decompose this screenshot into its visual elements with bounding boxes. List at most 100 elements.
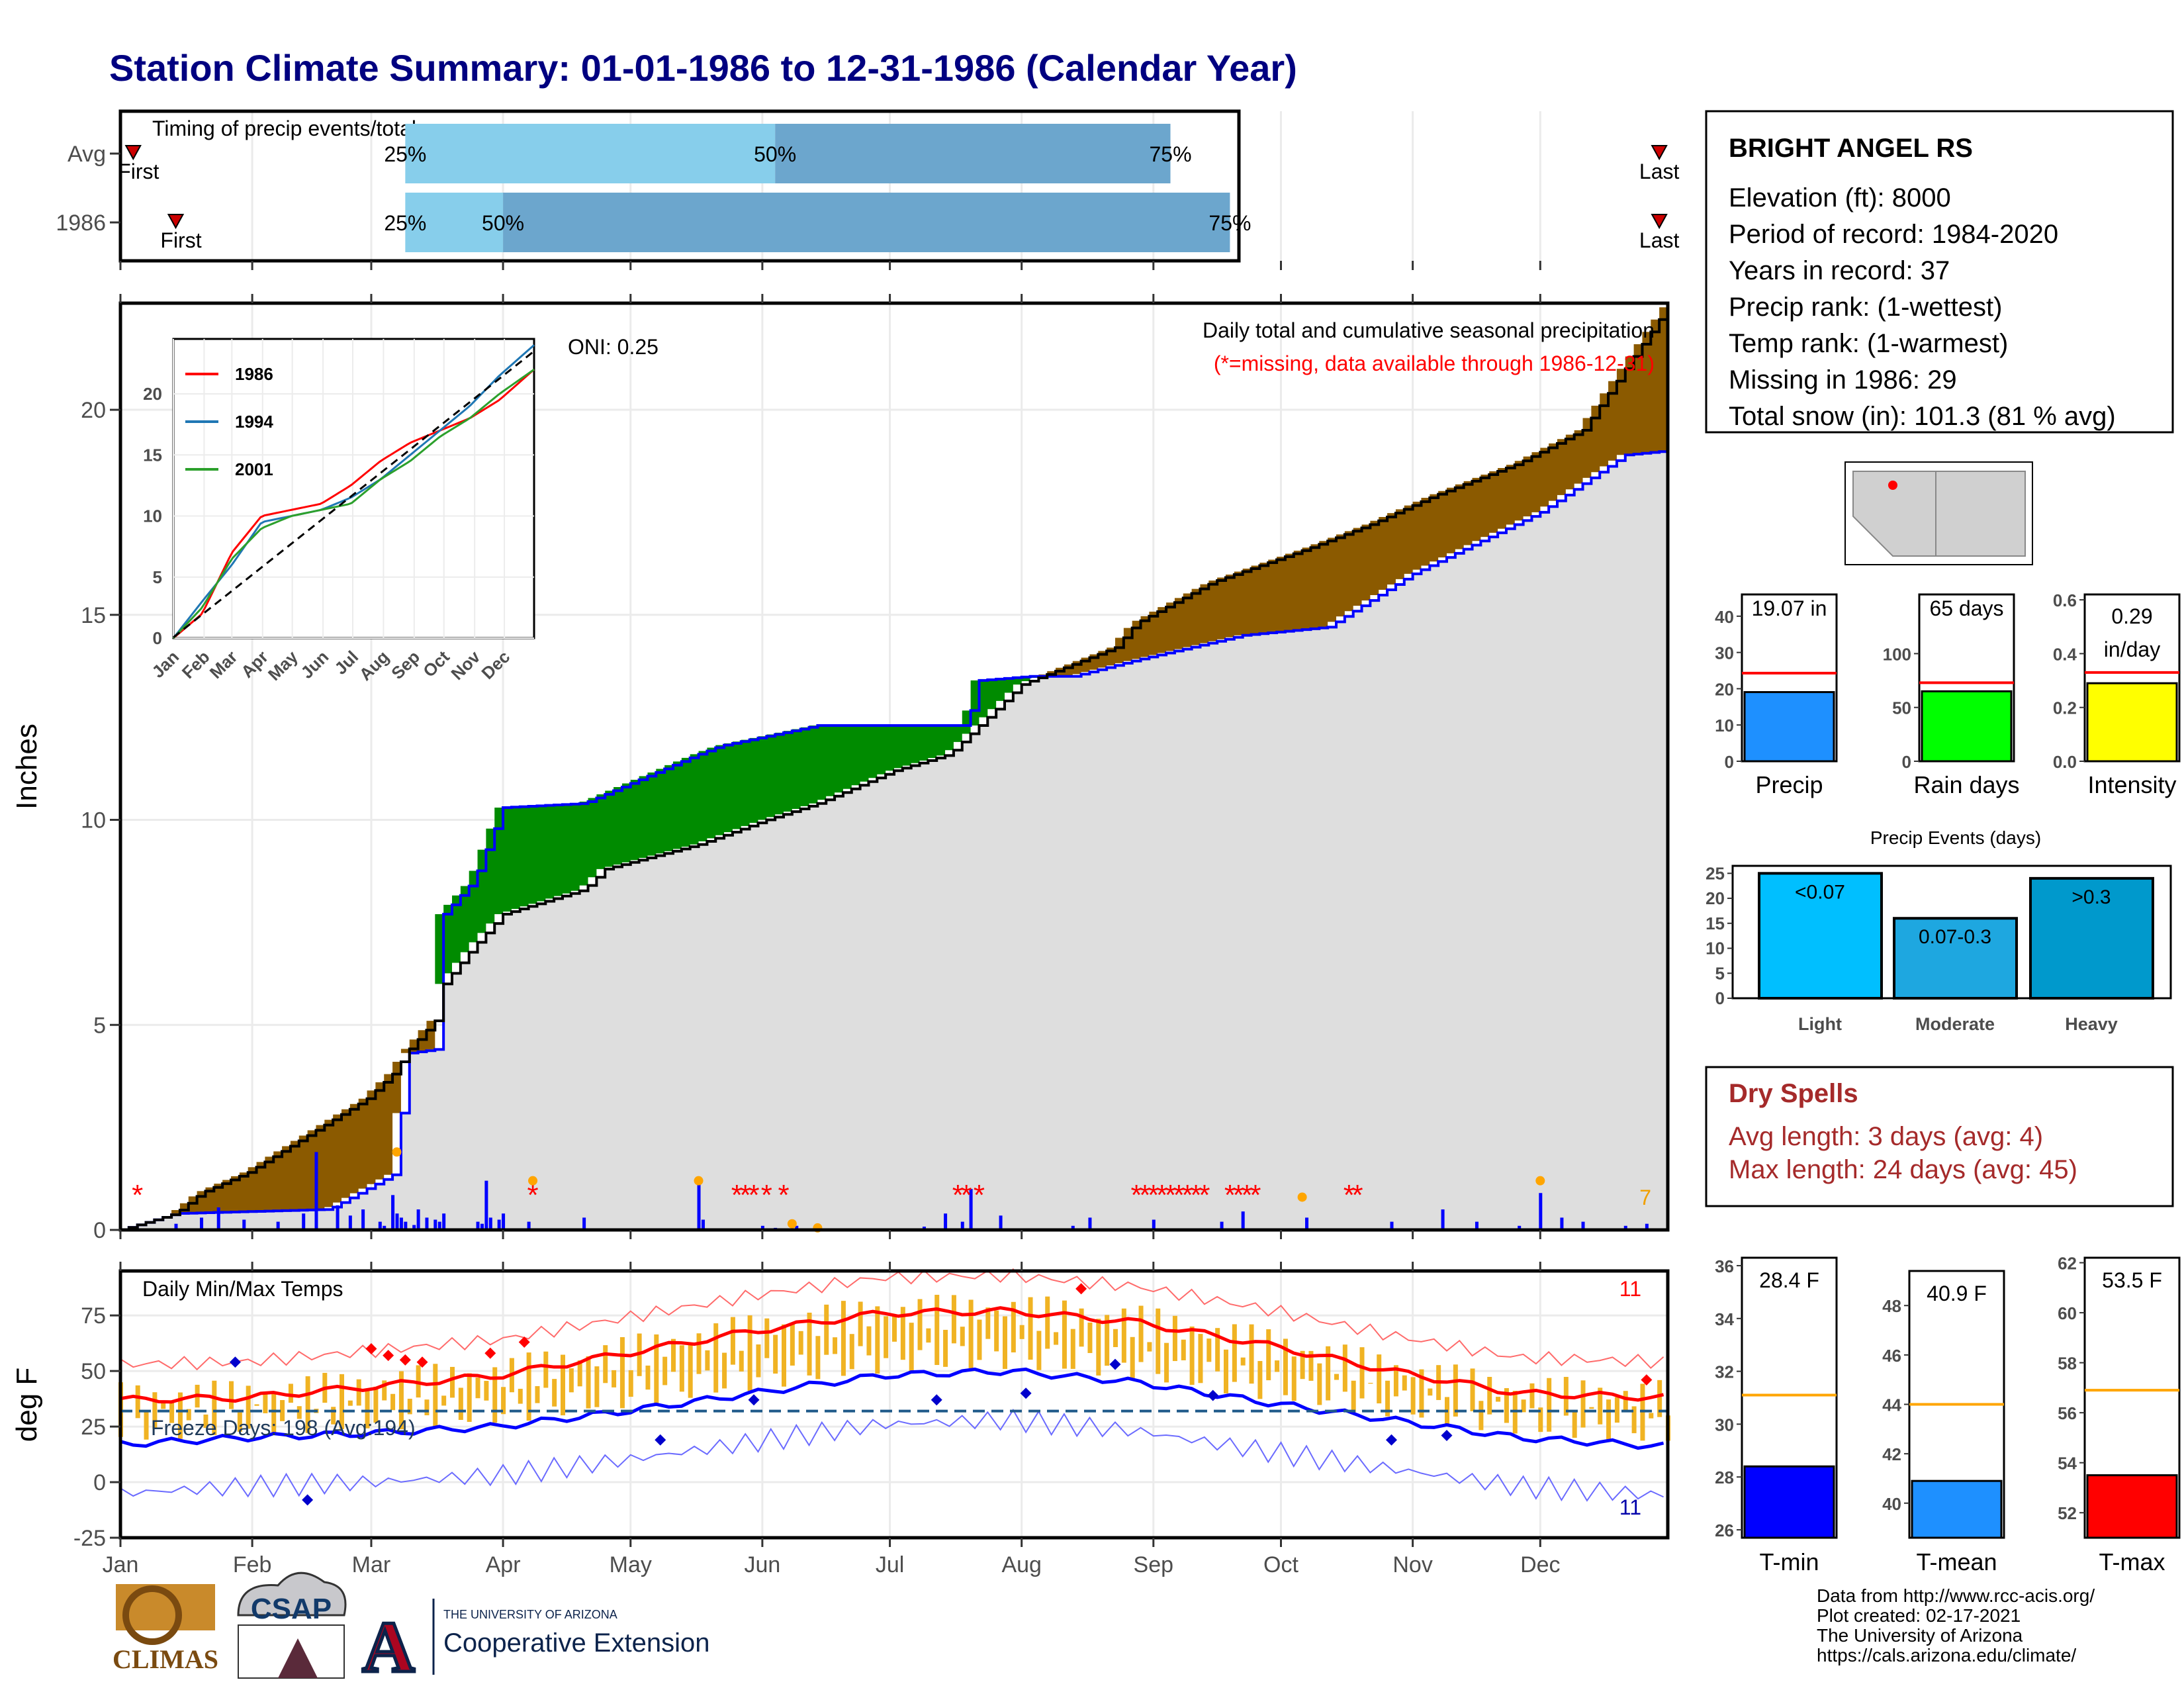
record-temp-marker [1075, 1283, 1087, 1295]
daily-temp-bar [705, 1350, 710, 1371]
daily-temp-bar [730, 1317, 735, 1365]
daily-temp-bar [1470, 1368, 1475, 1411]
daily-temp-bar [1164, 1342, 1169, 1383]
record-high-line [120, 1268, 1664, 1371]
record-day-marker [392, 1147, 402, 1157]
record-temp-marker [1641, 1374, 1653, 1386]
missing-marker: * [1156, 1179, 1167, 1211]
mini-bar-tick-label: 100 [1883, 644, 1911, 664]
daily-temp-bar [1589, 1407, 1594, 1409]
month-label: Dec [1520, 1552, 1560, 1577]
precip-ytick-label: 10 [81, 808, 106, 833]
timing-row-label: Avg [68, 142, 106, 167]
freeze-days-label: Freeze Days: 198 (Avg:194) [151, 1416, 416, 1440]
record-temp-marker [655, 1434, 666, 1446]
daily-precip-bar [433, 1219, 437, 1230]
daily-precip-bar [412, 1225, 416, 1230]
daily-temp-bar [288, 1383, 293, 1403]
daily-temp-bar [1529, 1383, 1535, 1409]
daily-precip-bar [1441, 1209, 1445, 1230]
temp-ytick-label: 25 [81, 1415, 106, 1440]
precip-ytick-label: 20 [81, 398, 106, 423]
daily-temp-bar [909, 1323, 914, 1372]
dry-spells-box [1705, 1066, 2174, 1207]
mini-bar-value: 65 days [1929, 596, 2003, 620]
daily-temp-bar [1257, 1361, 1263, 1399]
record-temp-marker [1020, 1387, 1032, 1399]
daily-temp-bar [467, 1373, 472, 1422]
temp-mini-tick-label: 52 [2058, 1503, 2077, 1523]
mini-bar-value: 19.07 in [1752, 596, 1827, 620]
daily-precip-bar [1390, 1221, 1394, 1230]
mini-bar-value: 0.29 [2111, 604, 2152, 628]
daily-temp-bar [492, 1367, 498, 1423]
daily-temp-bar [424, 1399, 430, 1416]
daily-temp-bar [1580, 1380, 1586, 1428]
station-marker [1888, 481, 1897, 490]
daily-temp-bar [1121, 1308, 1126, 1363]
daily-precip-bar [760, 1225, 764, 1230]
daily-temp-bar [1172, 1315, 1177, 1362]
daily-precip-bar [276, 1221, 280, 1230]
events-tick-label: 0 [1715, 988, 1725, 1008]
daily-precip-bar [437, 1221, 441, 1230]
daily-temp-bar [1181, 1339, 1186, 1360]
daily-precip-bar [502, 1213, 506, 1230]
daily-temp-bar [458, 1387, 463, 1420]
daily-precip-bar [416, 1209, 420, 1230]
daily-temp-bar [331, 1407, 336, 1425]
first-marker [167, 214, 185, 230]
daily-temp-bar [1496, 1397, 1501, 1402]
svg-text:THE UNIVERSITY OF ARIZONA: THE UNIVERSITY OF ARIZONA [443, 1608, 617, 1621]
daily-temp-bar [373, 1386, 379, 1423]
missing-marker: * [1190, 1179, 1201, 1211]
daily-precip-bar [1560, 1217, 1564, 1230]
temp-mini-tick-label: 44 [1882, 1395, 1901, 1415]
daily-temp-bar [1657, 1380, 1662, 1417]
dry-spells-title: Dry Spells [1729, 1079, 1858, 1108]
month-label: Apr [486, 1552, 521, 1577]
daily-temp-bar [1487, 1377, 1492, 1415]
daily-temp-bar [884, 1316, 889, 1358]
daily-temp-bar [1334, 1374, 1339, 1380]
temp-ytick-label: 0 [93, 1470, 106, 1495]
daily-precip-bar [1305, 1217, 1309, 1230]
month-label: Jul [876, 1552, 904, 1577]
inset-legend-label: 2001 [235, 459, 273, 479]
daily-temp-bar [807, 1312, 812, 1376]
daily-precip-bar [701, 1219, 705, 1230]
missing-marker: * [1224, 1179, 1236, 1211]
first-marker [124, 145, 142, 161]
daily-temp-bar [994, 1310, 999, 1352]
svg-text:CSAP: CSAP [251, 1593, 332, 1625]
daily-temp-bar [356, 1379, 361, 1406]
daily-temp-bar [1410, 1377, 1416, 1415]
daily-temp-bar [552, 1379, 557, 1407]
daily-temp-bar [347, 1400, 353, 1406]
missing-marker: * [731, 1179, 743, 1211]
temp-label: Daily Min/Max Temps [142, 1277, 343, 1301]
daily-temp-bar [1070, 1329, 1075, 1369]
daily-temp-bar [1614, 1397, 1619, 1423]
daily-temp-bar [943, 1329, 948, 1367]
daily-precip-bar [582, 1217, 586, 1230]
daily-precip-bar [200, 1217, 204, 1230]
temp-mini-tick-label: 40 [1882, 1494, 1901, 1514]
daily-temp-bar [1028, 1297, 1033, 1360]
daily-temp-bar [858, 1301, 863, 1346]
temp-mini-tick-label: 46 [1882, 1346, 1901, 1366]
svg-text:A: A [362, 1607, 414, 1687]
daily-temp-bar [1317, 1363, 1322, 1405]
timing-p25-label: 25% [384, 211, 426, 235]
daily-temp-bar [960, 1327, 965, 1346]
daily-temp-bar [450, 1366, 455, 1398]
daily-precip-bar [1539, 1193, 1543, 1230]
inset-ytick-label: 15 [143, 445, 162, 465]
timing-p75-label: 75% [1149, 142, 1191, 166]
missing-marker: * [1139, 1179, 1150, 1211]
inset-avg-line [173, 350, 535, 638]
climas-logo: CLIMAS [113, 1584, 218, 1674]
missing-marker: * [1148, 1179, 1159, 1211]
events-title: Precip Events (days) [1870, 827, 2041, 848]
daily-temp-bar [696, 1333, 702, 1374]
